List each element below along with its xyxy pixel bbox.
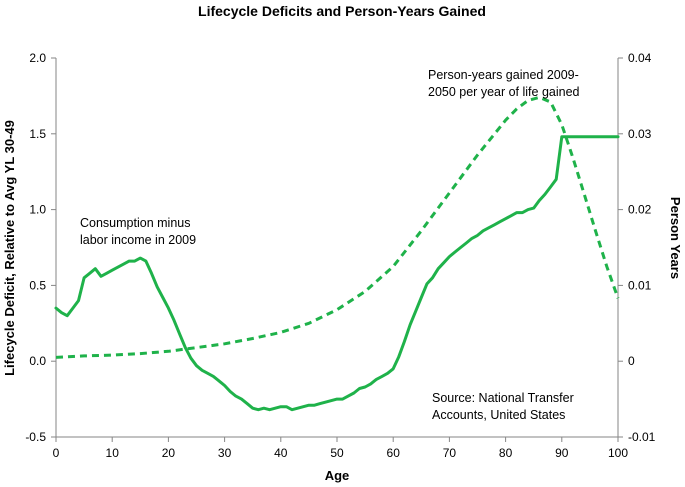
x-axis-label: Age: [325, 468, 350, 483]
x-tick-label: 0: [53, 446, 60, 460]
x-tick-label: 90: [555, 446, 569, 460]
x-tick-label: 40: [274, 446, 288, 460]
annotation-source-line1: Source: National Transfer: [432, 391, 574, 405]
left-y-tick-label: -0.5: [25, 430, 46, 444]
annotation-source-line2: Accounts, United States: [432, 408, 565, 422]
chart-title: Lifecycle Deficits and Person-Years Gain…: [198, 3, 486, 19]
annotation-consumption-line1: Consumption minus: [80, 216, 190, 230]
ticks: 0 10 20 30 40 50 60 70 80 90 100 -0.5 0.0 0.5 1.0 1.5 2.…: [25, 51, 655, 460]
series-group: [54, 95, 620, 412]
left-y-tick-label: 1.5: [29, 127, 46, 141]
left-y-axis-label: Lifecycle Deficit, Relative to Avg YL 30…: [2, 120, 17, 376]
annotation-personyears-line2: 2050 per year of life gained: [428, 85, 580, 99]
right-y-tick-label: 0.04: [628, 51, 652, 65]
left-y-tick-label: 0.0: [29, 354, 46, 368]
axes: [55, 58, 619, 438]
right-y-axis-label: Person Years: [668, 197, 683, 279]
right-y-tick-label: 0.03: [628, 127, 652, 141]
x-tick-label: 50: [330, 446, 344, 460]
left-y-tick-label: 2.0: [29, 51, 46, 65]
series-line-person-years-gained: [55, 95, 620, 359]
left-y-tick-label: 0.5: [29, 278, 46, 292]
left-y-tick-label: 1.0: [29, 203, 46, 217]
x-tick-label: 20: [162, 446, 176, 460]
x-tick-label: 100: [608, 446, 628, 460]
annotation-personyears-line1: Person-years gained 2009-: [428, 68, 579, 82]
right-y-tick-label: -0.01: [628, 430, 656, 444]
x-tick-label: 70: [443, 446, 457, 460]
right-y-tick-label: 0.02: [628, 203, 652, 217]
x-tick-label: 80: [499, 446, 513, 460]
x-tick-label: 60: [387, 446, 401, 460]
x-tick-label: 10: [106, 446, 120, 460]
series-line-lifecycle-deficit: [54, 135, 620, 412]
right-y-tick-label: 0: [628, 354, 635, 368]
annotation-consumption-line2: labor income in 2009: [80, 233, 196, 247]
x-tick-label: 30: [218, 446, 232, 460]
right-y-tick-label: 0.01: [628, 278, 652, 292]
